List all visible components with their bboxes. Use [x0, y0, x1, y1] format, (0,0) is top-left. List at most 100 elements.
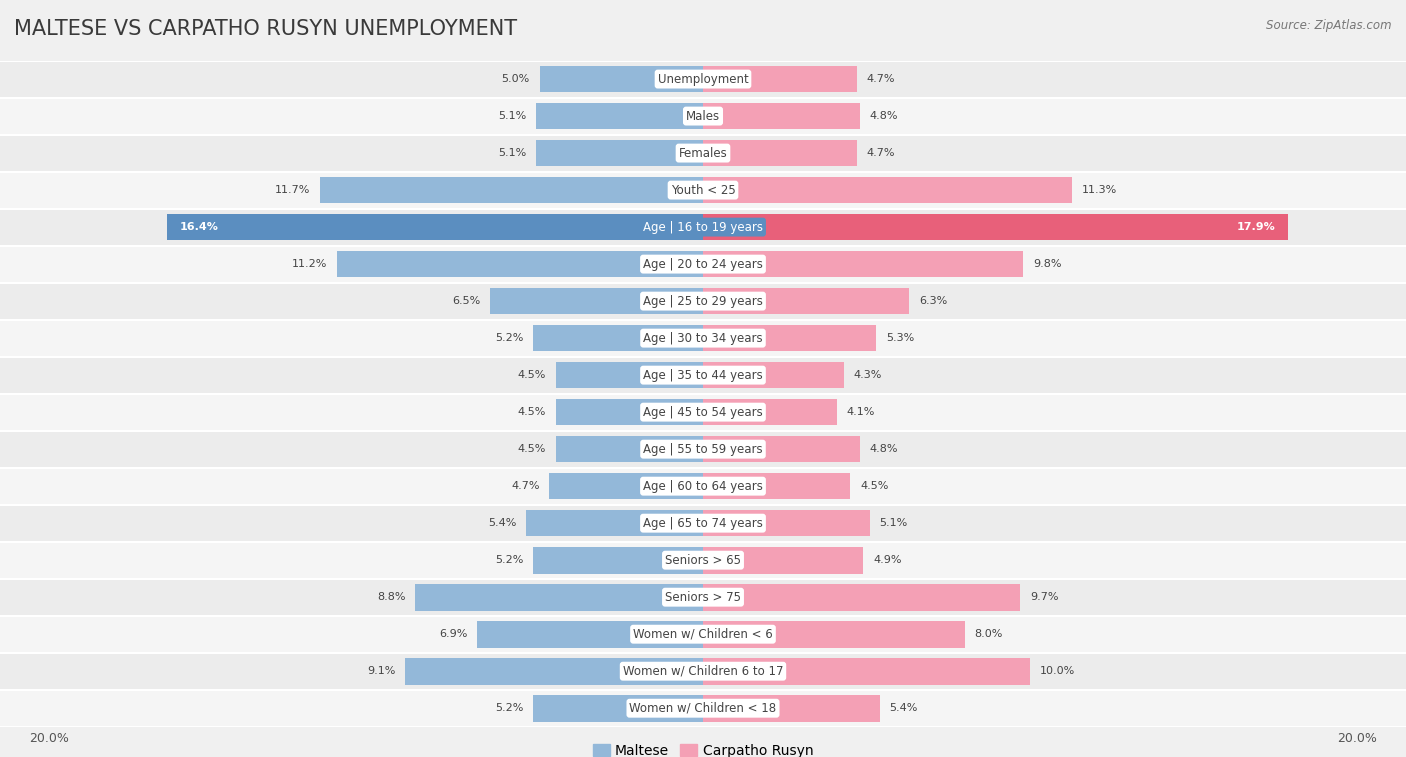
- Text: Youth < 25: Youth < 25: [671, 184, 735, 197]
- Text: 11.3%: 11.3%: [1083, 185, 1118, 195]
- Text: 4.5%: 4.5%: [517, 444, 546, 454]
- Bar: [703, 288, 910, 314]
- Text: 4.9%: 4.9%: [873, 555, 901, 565]
- Text: 5.3%: 5.3%: [886, 333, 914, 343]
- Bar: [550, 473, 703, 500]
- Text: 16.4%: 16.4%: [180, 222, 219, 232]
- Bar: [703, 251, 1024, 277]
- Bar: [533, 325, 703, 351]
- Text: 4.7%: 4.7%: [866, 148, 896, 158]
- Bar: [533, 695, 703, 721]
- Legend: Maltese, Carpatho Rusyn: Maltese, Carpatho Rusyn: [588, 738, 818, 757]
- Bar: [0, 209, 1406, 245]
- Text: 4.3%: 4.3%: [853, 370, 882, 380]
- Text: 10.0%: 10.0%: [1040, 666, 1076, 676]
- Text: 11.2%: 11.2%: [291, 259, 328, 269]
- Bar: [703, 658, 1031, 684]
- Text: Females: Females: [679, 147, 727, 160]
- Bar: [703, 399, 837, 425]
- Text: 6.3%: 6.3%: [918, 296, 948, 306]
- Text: 5.4%: 5.4%: [488, 519, 516, 528]
- Bar: [337, 251, 703, 277]
- Bar: [0, 468, 1406, 505]
- Text: 4.7%: 4.7%: [510, 481, 540, 491]
- Bar: [491, 288, 703, 314]
- Text: 5.1%: 5.1%: [498, 148, 526, 158]
- Text: Age | 16 to 19 years: Age | 16 to 19 years: [643, 220, 763, 234]
- Text: 4.1%: 4.1%: [846, 407, 876, 417]
- Bar: [703, 473, 851, 500]
- Bar: [703, 362, 844, 388]
- Bar: [536, 103, 703, 129]
- Bar: [0, 319, 1406, 357]
- Text: Seniors > 75: Seniors > 75: [665, 590, 741, 603]
- Bar: [703, 140, 856, 167]
- Text: Age | 45 to 54 years: Age | 45 to 54 years: [643, 406, 763, 419]
- Text: 5.4%: 5.4%: [890, 703, 918, 713]
- Text: 5.1%: 5.1%: [498, 111, 526, 121]
- Bar: [555, 362, 703, 388]
- Text: 8.8%: 8.8%: [377, 592, 405, 602]
- Bar: [533, 547, 703, 574]
- Bar: [703, 547, 863, 574]
- Bar: [167, 213, 703, 241]
- Bar: [0, 98, 1406, 135]
- Bar: [0, 245, 1406, 282]
- Text: 5.2%: 5.2%: [495, 703, 523, 713]
- Bar: [0, 615, 1406, 653]
- Bar: [0, 61, 1406, 98]
- Text: Age | 55 to 59 years: Age | 55 to 59 years: [643, 443, 763, 456]
- Text: 4.7%: 4.7%: [866, 74, 896, 84]
- Text: Women w/ Children 6 to 17: Women w/ Children 6 to 17: [623, 665, 783, 678]
- Text: 9.8%: 9.8%: [1033, 259, 1062, 269]
- Text: 9.1%: 9.1%: [367, 666, 395, 676]
- Text: 5.1%: 5.1%: [880, 519, 908, 528]
- Text: 6.9%: 6.9%: [439, 629, 468, 639]
- Bar: [478, 621, 703, 647]
- Bar: [536, 140, 703, 167]
- Text: 4.5%: 4.5%: [860, 481, 889, 491]
- Bar: [703, 177, 1073, 204]
- Bar: [0, 357, 1406, 394]
- Bar: [555, 399, 703, 425]
- Bar: [703, 213, 1288, 241]
- Text: 5.2%: 5.2%: [495, 555, 523, 565]
- Bar: [526, 510, 703, 537]
- Text: 6.5%: 6.5%: [453, 296, 481, 306]
- Text: MALTESE VS CARPATHO RUSYN UNEMPLOYMENT: MALTESE VS CARPATHO RUSYN UNEMPLOYMENT: [14, 19, 517, 39]
- Bar: [405, 658, 703, 684]
- Text: 17.9%: 17.9%: [1236, 222, 1275, 232]
- Bar: [415, 584, 703, 610]
- Bar: [703, 436, 860, 463]
- Text: Source: ZipAtlas.com: Source: ZipAtlas.com: [1267, 19, 1392, 32]
- Bar: [703, 695, 880, 721]
- Text: Males: Males: [686, 110, 720, 123]
- Text: Women w/ Children < 6: Women w/ Children < 6: [633, 628, 773, 640]
- Text: Women w/ Children < 18: Women w/ Children < 18: [630, 702, 776, 715]
- Text: Age | 20 to 24 years: Age | 20 to 24 years: [643, 257, 763, 270]
- Text: 4.8%: 4.8%: [870, 444, 898, 454]
- Text: 4.5%: 4.5%: [517, 407, 546, 417]
- Text: 5.2%: 5.2%: [495, 333, 523, 343]
- Bar: [703, 510, 870, 537]
- Bar: [0, 653, 1406, 690]
- Bar: [703, 103, 860, 129]
- Bar: [0, 505, 1406, 542]
- Text: 11.7%: 11.7%: [276, 185, 311, 195]
- Text: 4.5%: 4.5%: [517, 370, 546, 380]
- Text: Age | 30 to 34 years: Age | 30 to 34 years: [643, 332, 763, 344]
- Bar: [0, 542, 1406, 578]
- Bar: [703, 621, 965, 647]
- Bar: [703, 584, 1021, 610]
- Text: 8.0%: 8.0%: [974, 629, 1002, 639]
- Text: Seniors > 65: Seniors > 65: [665, 553, 741, 567]
- Text: Age | 60 to 64 years: Age | 60 to 64 years: [643, 480, 763, 493]
- Bar: [703, 66, 856, 92]
- Bar: [0, 690, 1406, 727]
- Text: Age | 35 to 44 years: Age | 35 to 44 years: [643, 369, 763, 382]
- Bar: [703, 325, 876, 351]
- Bar: [555, 436, 703, 463]
- Bar: [0, 172, 1406, 209]
- Bar: [540, 66, 703, 92]
- Text: Unemployment: Unemployment: [658, 73, 748, 86]
